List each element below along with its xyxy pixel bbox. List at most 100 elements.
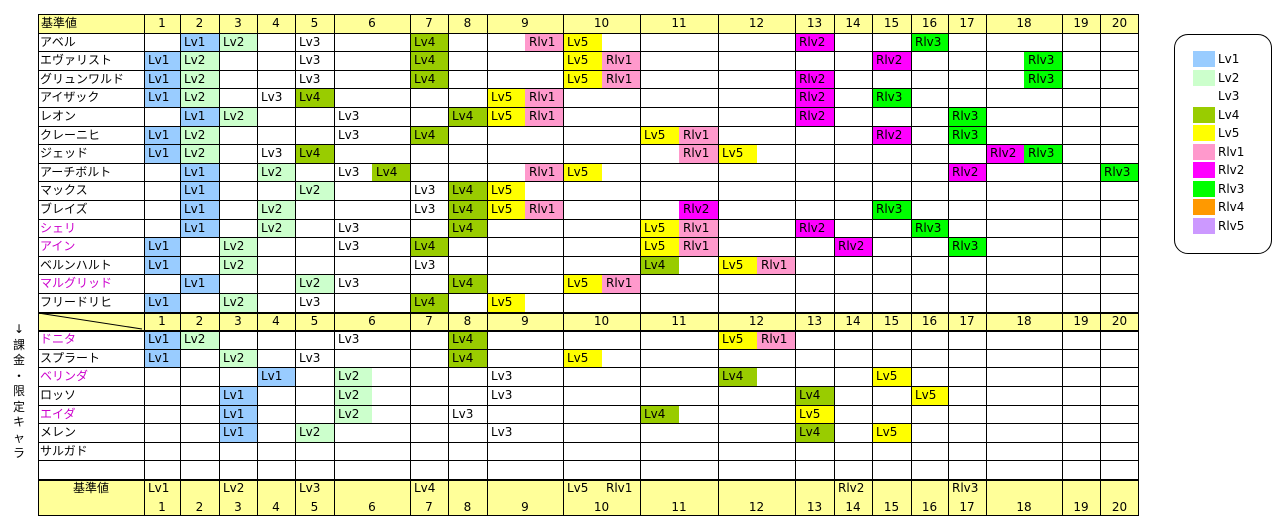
level-cell-lv3: Lv3 <box>487 423 525 442</box>
side-note-char: ラ <box>12 446 25 460</box>
footer-col-1: 1 <box>158 499 166 514</box>
section2-header-col-1: 1 <box>144 311 180 331</box>
side-note-char: ャ <box>12 430 25 445</box>
level-cell-lv2: Lv2 <box>180 88 219 107</box>
level-cell-lv5: Lv5 <box>487 200 525 219</box>
level-cell-rlv1: Rlv1 <box>757 255 795 275</box>
level-cell-lv2: Lv2 <box>334 404 372 424</box>
grid-line <box>38 515 1139 516</box>
legend-swatch <box>1193 199 1215 215</box>
table-row <box>38 423 1139 442</box>
level-cell-lv4: Lv4 <box>410 69 448 89</box>
character-name: サルガド <box>40 443 88 458</box>
level-cell-lv1: Lv1 <box>144 237 180 256</box>
level-cell-lv4: Lv4 <box>448 348 487 368</box>
header-col-10: 10 <box>563 14 640 33</box>
level-cell-lv1: Lv1 <box>180 162 219 182</box>
legend-label: Lv3 <box>1218 89 1240 103</box>
level-cell-lv4: Lv4 <box>448 200 487 219</box>
section2-header-col-4: 4 <box>257 311 295 331</box>
section2-header-col-16: 16 <box>911 311 948 331</box>
grid-line <box>38 33 1139 34</box>
legend-swatch <box>1193 51 1215 67</box>
grid-line <box>1062 14 1063 517</box>
header-col-4: 4 <box>257 14 295 33</box>
level-cell-lv3: Lv3 <box>334 237 372 256</box>
level-cell-rlv2: Rlv2 <box>795 88 834 107</box>
level-cell-lv2: Lv2 <box>295 423 334 442</box>
level-cell-lv2: Lv2 <box>219 32 257 52</box>
level-cell-lv1: Lv1 <box>144 88 180 107</box>
side-note-char: 限 <box>12 384 25 398</box>
character-name: マックス <box>40 183 88 198</box>
legend-label: Lv2 <box>1218 70 1240 85</box>
level-cell-rlv3: Rlv3 <box>872 88 911 107</box>
table-row <box>38 386 1139 405</box>
level-cell-rlv1: Rlv1 <box>679 218 718 238</box>
level-cell-lv2: Lv2 <box>180 144 219 163</box>
character-name: ドニタ <box>40 332 77 347</box>
side-note-char: キ <box>12 415 25 429</box>
footer-col-18: 18 <box>1016 499 1032 514</box>
level-cell-rlv1: Rlv1 <box>525 162 563 182</box>
side-note-char: ・ <box>12 368 25 383</box>
section2-header-col-11: 11 <box>640 311 718 331</box>
level-cell-lv3: Lv3 <box>334 107 372 126</box>
level-cell-lv3: Lv3 <box>448 404 487 424</box>
character-name: メレン <box>40 425 77 440</box>
level-cell-lv5: Lv5 <box>872 367 911 386</box>
level-cell-lv3: Lv3 <box>334 218 372 238</box>
legend-label: Rlv5 <box>1218 218 1245 233</box>
footer-col-17: 17 <box>959 499 975 514</box>
level-cell-lv4: Lv4 <box>448 274 487 293</box>
level-cell-lv4: Lv4 <box>448 218 487 238</box>
character-name: クレーニヒ <box>40 127 101 142</box>
character-name: シェリ <box>40 220 77 235</box>
header-col-5: 5 <box>295 14 334 33</box>
level-cell-lv2: Lv2 <box>180 330 219 349</box>
header-col-15: 15 <box>872 14 911 33</box>
legend-swatch <box>1193 143 1215 160</box>
level-cell-lv5: Lv5 <box>563 32 602 52</box>
level-cell-rlv1: Rlv1 <box>525 200 563 219</box>
section2-header-col-14: 14 <box>834 311 872 331</box>
section2-header-col-12: 12 <box>718 311 795 331</box>
grid-line <box>219 14 220 517</box>
grid-line <box>834 14 835 517</box>
footer-mark: Rlv3 <box>952 481 979 495</box>
level-cell-lv4: Lv4 <box>295 88 334 107</box>
footer-col-12: 12 <box>748 499 765 514</box>
footer-col-4: 4 <box>272 499 280 514</box>
character-name: アイザック <box>40 90 100 105</box>
section2-header-col-2: 2 <box>180 311 219 331</box>
level-cell-rlv2: Rlv2 <box>872 125 911 145</box>
level-cell-lv5: Lv5 <box>563 274 602 293</box>
footer-col-19: 19 <box>1073 499 1089 514</box>
level-cell-lv4: Lv4 <box>410 32 448 52</box>
level-cell-lv2: Lv2 <box>180 125 219 145</box>
footer-col-11: 11 <box>671 499 687 514</box>
level-cell-rlv3: Rlv3 <box>1024 144 1062 163</box>
level-cell-lv4: Lv4 <box>372 162 410 182</box>
level-cell-lv5: Lv5 <box>795 404 834 424</box>
header-col-20: 20 <box>1100 14 1139 33</box>
grid-line <box>38 107 1139 108</box>
level-cell-lv2: Lv2 <box>219 107 257 126</box>
level-cell-lv3: Lv3 <box>257 144 295 163</box>
level-cell-lv1: Lv1 <box>257 367 295 386</box>
level-cell-rlv2: Rlv2 <box>872 51 911 70</box>
level-cell-lv4: Lv4 <box>795 423 834 442</box>
level-cell-lv1: Lv1 <box>219 404 257 424</box>
level-cell-lv2: Lv2 <box>257 218 295 238</box>
footer-col-15: 15 <box>883 499 900 514</box>
grid-line <box>38 330 1139 332</box>
footer-mark: Lv2 <box>223 481 245 495</box>
level-cell-lv4: Lv4 <box>410 237 448 256</box>
legend-item-lv2: Lv2 <box>1193 69 1263 86</box>
grid-line <box>38 312 1139 314</box>
footer-col-14: 14 <box>845 499 861 514</box>
level-cell-lv4: Lv4 <box>448 181 487 200</box>
grid-line <box>38 386 1139 387</box>
grid-line <box>38 219 1139 220</box>
level-cell-lv3: Lv3 <box>334 125 372 145</box>
